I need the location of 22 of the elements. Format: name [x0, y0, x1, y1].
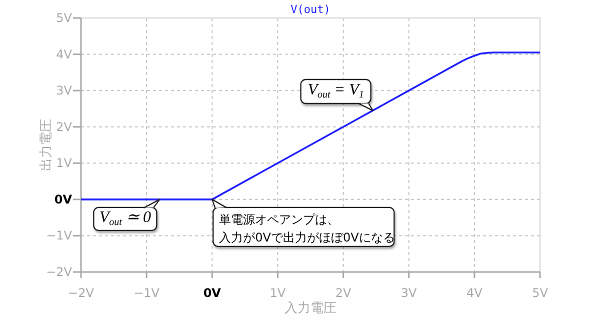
y-tick-label: −2V: [46, 265, 73, 279]
annotation: V$_{out}$ ≃ 0: [99, 208, 151, 228]
x-tick-label: 1V: [270, 286, 286, 300]
y-tick-label: 3V: [56, 84, 73, 98]
chart-title: V(out): [290, 3, 330, 16]
y-tick-label: 2V: [56, 120, 73, 134]
x-tick-label: 3V: [400, 286, 418, 300]
y-tick-label: 1V: [56, 156, 73, 170]
x-tick-label: 5V: [532, 286, 549, 300]
y-tick-label: 4V: [56, 47, 73, 62]
x-tick-label: −1V: [134, 286, 160, 300]
y-tick-label: −1V: [46, 228, 73, 243]
y-axis-title: 出力電圧: [39, 119, 54, 171]
x-axis-title: 入力電圧: [284, 301, 336, 316]
y-tick-label: 0V: [54, 192, 73, 206]
x-tick-label: 0V: [203, 286, 222, 300]
annotation: 単電源オペアンプは、入力が0Vで出力がほぼ0Vになる: [219, 212, 395, 244]
y-tick-label: 5V: [56, 11, 73, 25]
annotation: V$_{out}$ = V$_{1}$: [308, 82, 364, 101]
x-tick-label: 2V: [335, 286, 352, 300]
x-tick-label: −2V: [68, 286, 95, 300]
x-tick-label: 4V: [466, 286, 484, 300]
